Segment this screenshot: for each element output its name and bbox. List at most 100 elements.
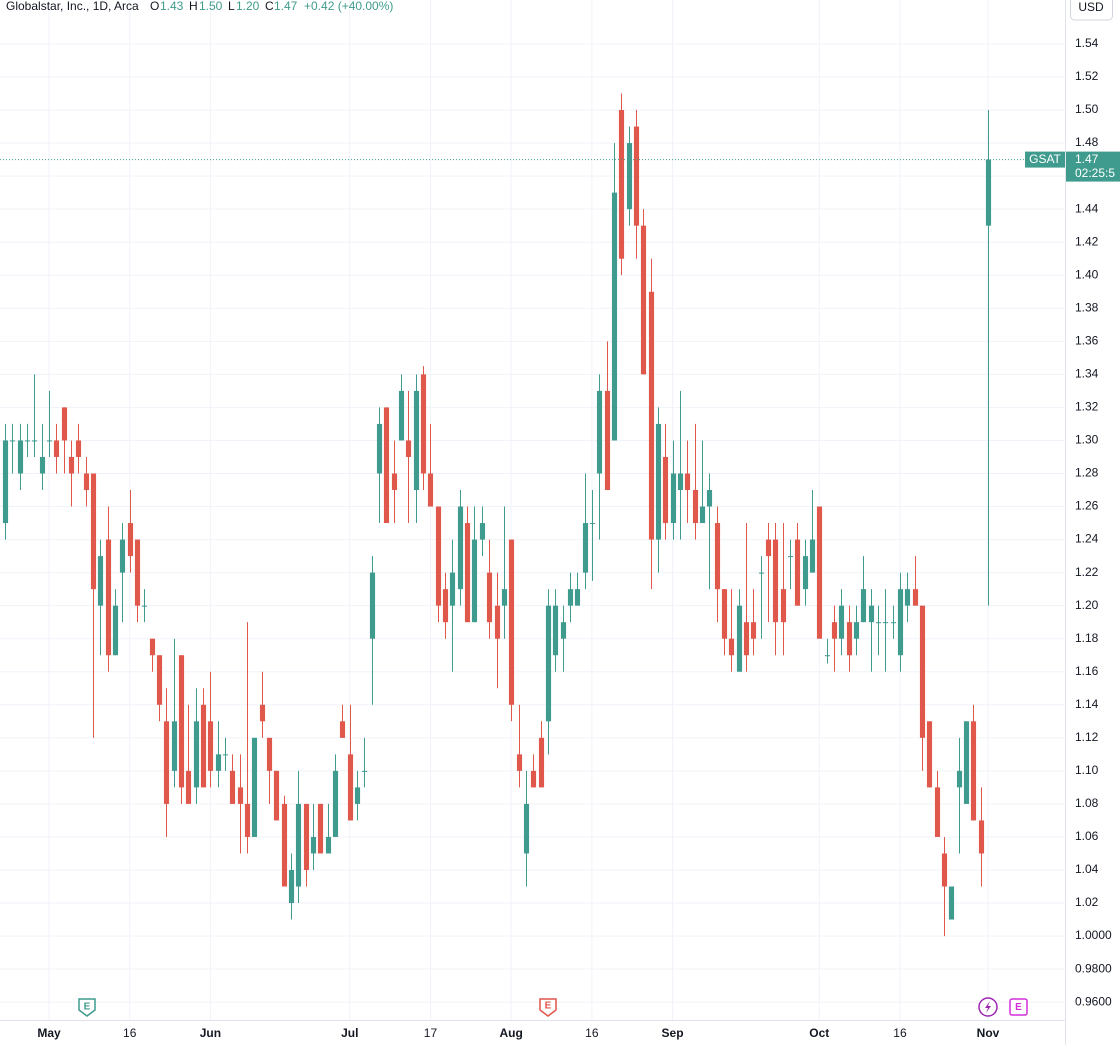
candle-body [288, 869, 295, 904]
candle-body [259, 704, 266, 722]
candle-body [853, 622, 860, 639]
candle-body [281, 803, 288, 887]
event-label: E [545, 1001, 552, 1012]
candle-body [347, 754, 354, 821]
earnings-badge[interactable]: E [539, 998, 557, 1017]
axes: 0.9600 0.9800 1.0000 1.02 1.04 1.06 1.08 1.10 1.… [37, 36, 1112, 1040]
y-tick-label: 1.48 [1075, 135, 1099, 149]
candle-body [662, 456, 669, 524]
candle-body [750, 622, 757, 639]
currency-button[interactable] [1070, 0, 1113, 21]
candle-body [383, 407, 390, 524]
y-tick-label: 1.04 [1075, 862, 1099, 876]
candle-body [948, 886, 955, 920]
y-tick-label: 0.9600 [1075, 994, 1112, 1008]
candle-body [611, 192, 618, 441]
candle-body [838, 605, 845, 639]
candle-body [354, 787, 361, 804]
candle-body [538, 737, 545, 788]
candle-body [376, 423, 383, 474]
candle-body [237, 787, 244, 804]
earnings-badge[interactable]: E [1009, 998, 1028, 1016]
symbol-tag: GSAT [1029, 152, 1061, 166]
x-tick-label: 17 [424, 1026, 438, 1040]
candle-body [970, 721, 977, 821]
candle-body [677, 473, 684, 491]
candle-body [604, 390, 611, 491]
candle-body [449, 572, 456, 606]
candle-body [794, 539, 801, 606]
candle-body [941, 853, 948, 887]
candle-body [127, 523, 134, 557]
candle-body [530, 770, 537, 788]
candle-body [736, 605, 743, 672]
y-tick-label: 1.06 [1075, 829, 1099, 843]
candle-body [178, 655, 185, 788]
candle-body [824, 655, 831, 657]
candle-body [545, 605, 552, 722]
candle-body [53, 440, 60, 457]
candle-body [904, 589, 911, 606]
candle-body [560, 622, 567, 639]
candle-body [39, 456, 46, 474]
currency: USD [1078, 0, 1104, 14]
candle-body [567, 589, 574, 606]
candle-body [97, 556, 104, 606]
candle-body [303, 803, 310, 870]
candle-body [670, 473, 677, 524]
y-tick-label: 1.10 [1075, 763, 1099, 777]
candle-body [831, 622, 838, 639]
candles [0, 93, 1065, 937]
y-tick-label: 1.36 [1075, 333, 1099, 347]
grid [0, 0, 1065, 1020]
candle-body [772, 539, 779, 623]
candle-body [391, 473, 398, 491]
candle-body [83, 473, 90, 491]
y-tick-label: 1.14 [1075, 697, 1099, 711]
candle-body [758, 572, 765, 574]
candle-body [934, 787, 941, 837]
time-axis-bg [0, 1020, 1065, 1045]
candle-body [516, 754, 523, 771]
candle-body [273, 770, 280, 821]
legend-label: O [150, 0, 159, 13]
candle-body [618, 110, 625, 259]
candle-body [912, 589, 919, 606]
y-tick-label: 1.50 [1075, 102, 1099, 116]
candle-body [787, 556, 794, 558]
symbol-tag-bg [1025, 151, 1065, 168]
price-tag: 1.47 [1075, 152, 1099, 166]
y-tick-label: 1.42 [1075, 234, 1099, 248]
candle-body [325, 836, 332, 854]
earnings-badge[interactable]: E [78, 998, 96, 1017]
candle-body [648, 291, 655, 540]
candle-body [860, 589, 867, 623]
candle-body [582, 523, 589, 573]
candle-body [119, 539, 126, 573]
candle-body [464, 523, 471, 623]
candle-body [897, 589, 904, 656]
x-tick-label: 16 [585, 1026, 599, 1040]
candle-body [163, 721, 170, 804]
candle-body [728, 638, 735, 656]
candle-body [171, 721, 178, 771]
candle-body [266, 737, 273, 771]
candle-body [427, 473, 434, 507]
candle-body [24, 440, 31, 442]
candle-body [229, 770, 236, 804]
candle-body [420, 374, 427, 474]
legend-value: 1.50 [199, 0, 223, 13]
candle-body [692, 490, 699, 524]
candle-body [486, 572, 493, 623]
y-tick-label: 1.54 [1075, 36, 1099, 50]
y-tick-label: 1.26 [1075, 499, 1099, 513]
x-tick-label: Aug [500, 1026, 523, 1040]
candle-body [780, 589, 787, 623]
candle-body [552, 605, 559, 656]
legend-value: 1.47 [274, 0, 298, 13]
candle-body [963, 721, 970, 804]
x-tick-label: Sep [662, 1026, 684, 1040]
legend-label: C [265, 0, 274, 13]
dividend-badge[interactable] [978, 997, 998, 1017]
event-label: E [1015, 1002, 1022, 1013]
